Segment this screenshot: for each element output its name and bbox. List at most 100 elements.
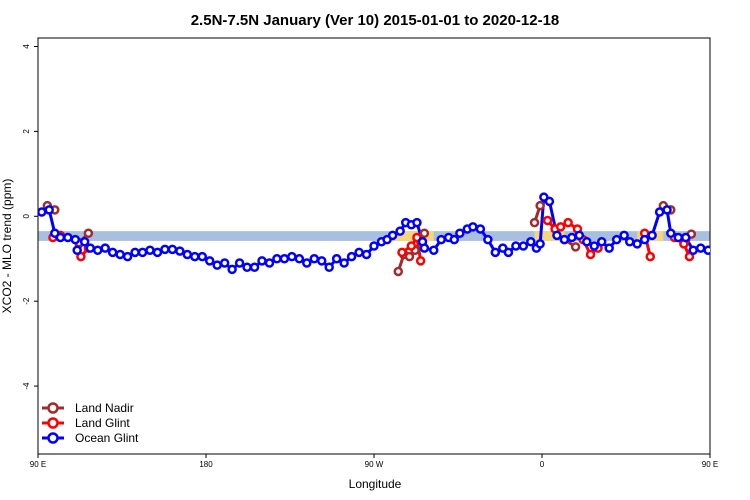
ocean-glint-point bbox=[167, 244, 178, 255]
ocean-glint-point bbox=[387, 230, 398, 241]
ocean-glint-point bbox=[526, 237, 536, 247]
ocean-glint-point bbox=[79, 237, 90, 247]
ocean-glint-point bbox=[695, 243, 706, 253]
ocean-glint-legend-label: Ocean Glint bbox=[75, 431, 139, 445]
ocean-glint-point bbox=[475, 224, 486, 234]
x-tick-label: 90 E bbox=[702, 460, 718, 469]
ocean-glint-point bbox=[632, 239, 642, 249]
ocean-glint-point bbox=[234, 258, 245, 268]
ocean-glint-point bbox=[152, 247, 163, 258]
ocean-glint-point bbox=[680, 232, 691, 243]
ocean-glint-point bbox=[160, 244, 170, 255]
land-nadir-legend-marker bbox=[47, 402, 59, 414]
ocean-glint-point bbox=[619, 230, 629, 241]
ocean-glint-point bbox=[38, 207, 47, 217]
ocean-glint-point bbox=[673, 232, 684, 243]
ocean-glint-point bbox=[249, 262, 260, 272]
ocean-glint-point bbox=[490, 247, 501, 258]
land-nadir-point bbox=[419, 228, 430, 239]
ocean-glint-point bbox=[589, 241, 600, 251]
ocean-glint-point bbox=[44, 205, 54, 215]
ocean-glint-point bbox=[264, 258, 275, 268]
ocean-glint-point bbox=[316, 256, 327, 266]
ocean-glint-point bbox=[662, 205, 672, 215]
x-axis-label: Longitude bbox=[349, 477, 402, 491]
x-tick-label: 180 bbox=[199, 460, 213, 469]
land-nadir-legend-label: Land Nadir bbox=[75, 401, 134, 415]
land-glint-point bbox=[415, 256, 426, 266]
y-axis: 4 2 0 -2 -4 bbox=[22, 44, 38, 390]
ocean-glint-point bbox=[611, 234, 622, 245]
ocean-glint-point bbox=[331, 253, 342, 264]
y-axis-label: XCO2 - MLO trend (ppm) bbox=[0, 179, 14, 314]
ocean-glint-point bbox=[395, 226, 405, 236]
ocean-glint-point bbox=[204, 256, 215, 266]
ocean-glint-point bbox=[107, 247, 118, 258]
ocean-glint-point bbox=[257, 256, 267, 266]
ocean-glint-point bbox=[145, 245, 155, 255]
ocean-glint-point bbox=[190, 251, 200, 262]
ocean-glint-point bbox=[272, 253, 282, 264]
ocean-glint-point bbox=[419, 243, 430, 253]
ocean-glint-point bbox=[503, 247, 514, 258]
ocean-glint-point bbox=[535, 239, 545, 249]
background-band bbox=[534, 231, 565, 241]
land-glint-legend-label: Land Glint bbox=[75, 416, 130, 430]
land-nadir-point bbox=[570, 242, 581, 252]
ocean-glint-point bbox=[294, 253, 305, 264]
land-glint-legend-marker bbox=[47, 417, 59, 429]
x-tick-label: 90 W bbox=[365, 460, 384, 469]
land-glint-point bbox=[645, 251, 656, 262]
ocean-glint-point bbox=[175, 246, 185, 256]
y-tick-label: 0 bbox=[22, 214, 31, 219]
ocean-glint-point bbox=[727, 251, 734, 258]
ocean-glint-point bbox=[647, 230, 657, 241]
ocean-glint-point bbox=[324, 262, 334, 272]
y-tick-label: 4 bbox=[22, 44, 31, 49]
ocean-glint-point bbox=[115, 249, 125, 260]
ocean-glint-point bbox=[412, 217, 422, 228]
ocean-glint-point bbox=[654, 207, 665, 217]
ocean-glint-legend-marker bbox=[47, 432, 59, 444]
ocean-glint-point bbox=[302, 258, 312, 268]
ocean-glint-point bbox=[720, 249, 727, 256]
ocean-glint-point bbox=[354, 247, 364, 258]
chart-title: 2.5N-7.5N January (Ver 10) 2015-01-01 to… bbox=[191, 12, 560, 29]
land-glint-point bbox=[542, 215, 553, 226]
ocean-glint-point bbox=[182, 249, 193, 260]
ocean-glint-point bbox=[468, 222, 478, 232]
ocean-glint-point bbox=[85, 243, 96, 253]
y-tick-label: -4 bbox=[22, 382, 31, 390]
ocean-glint-point bbox=[219, 258, 230, 268]
ocean-glint-point bbox=[428, 245, 439, 255]
ocean-glint-point bbox=[436, 234, 446, 245]
ocean-glint-point bbox=[742, 249, 749, 256]
land-nadir-point bbox=[393, 266, 404, 277]
ocean-glint-point bbox=[582, 237, 592, 247]
ocean-glint-point bbox=[346, 251, 357, 262]
ocean-glint-point bbox=[287, 251, 297, 262]
ocean-glint-point bbox=[449, 234, 460, 245]
x-tick-label: 0 bbox=[540, 460, 545, 469]
ocean-glint-point bbox=[309, 253, 320, 264]
y-tick-label: -2 bbox=[22, 297, 31, 305]
ocean-glint-point bbox=[70, 234, 81, 245]
ocean-glint-point bbox=[242, 262, 252, 272]
series-layer bbox=[38, 192, 749, 277]
ocean-glint-point bbox=[483, 234, 493, 245]
background-band bbox=[38, 231, 710, 241]
ocean-glint-point bbox=[339, 258, 349, 268]
ocean-glint-point bbox=[55, 232, 66, 243]
ocean-glint-point bbox=[666, 228, 676, 239]
ocean-glint-point bbox=[197, 251, 208, 262]
ocean-glint-point bbox=[574, 230, 585, 241]
ocean-glint-point bbox=[212, 260, 222, 270]
y-tick-label: 2 bbox=[22, 129, 31, 134]
ocean-glint-point bbox=[596, 237, 607, 247]
land-glint-point bbox=[406, 241, 417, 251]
ocean-glint-point bbox=[122, 251, 133, 262]
land-glint-point bbox=[585, 249, 596, 260]
land-glint-point bbox=[555, 222, 566, 232]
